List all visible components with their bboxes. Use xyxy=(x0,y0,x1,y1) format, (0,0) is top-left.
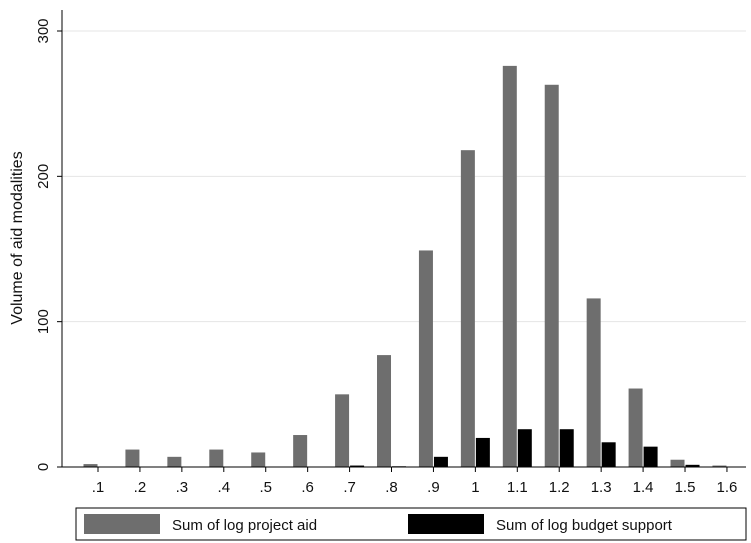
bars xyxy=(83,65,727,468)
bar-project-aid xyxy=(83,464,98,467)
grid-lines xyxy=(62,30,746,323)
bar-budget-support xyxy=(517,429,532,467)
axes xyxy=(61,10,746,468)
bar-project-aid xyxy=(209,449,224,467)
bar-project-aid xyxy=(670,459,685,467)
bar-project-aid xyxy=(544,84,559,468)
bar-budget-support xyxy=(601,442,616,467)
bar-project-aid xyxy=(377,355,392,467)
x-tick-label: .7 xyxy=(343,479,356,496)
x-tick-label: 1.5 xyxy=(675,479,696,496)
legend-label-project-aid: Sum of log project aid xyxy=(172,517,317,534)
x-tick-label: .6 xyxy=(301,479,314,496)
x-tick-label: .9 xyxy=(427,479,440,496)
bar-project-aid xyxy=(251,452,266,467)
y-tick-label: 200 xyxy=(35,164,52,189)
bar-project-aid xyxy=(712,465,727,467)
bar-budget-support xyxy=(475,437,490,467)
bar-budget-support xyxy=(433,456,448,467)
x-tick-label: .3 xyxy=(176,479,189,496)
y-axis-title: Volume of aid modalities xyxy=(9,151,26,324)
bar-project-aid xyxy=(502,65,517,467)
legend-label-budget-support: Sum of log budget support xyxy=(496,517,673,534)
x-tick-label: 1.2 xyxy=(549,479,570,496)
y-tick-label: 100 xyxy=(35,309,52,334)
x-tick-label: .2 xyxy=(134,479,147,496)
bar-project-aid xyxy=(125,449,140,467)
bar-budget-support xyxy=(350,465,365,467)
legend-swatch-budget-support xyxy=(408,514,484,534)
bar-project-aid xyxy=(335,394,350,467)
y-ticks: 0 100 200 300 xyxy=(35,18,62,471)
y-tick-label: 0 xyxy=(35,463,52,471)
bar-project-aid xyxy=(167,456,182,467)
bar-budget-support xyxy=(559,429,574,467)
bar-project-aid xyxy=(460,150,475,467)
legend: Sum of log project aid Sum of log budget… xyxy=(75,507,747,541)
bar-project-aid xyxy=(293,435,308,467)
x-tick-label: 1.1 xyxy=(507,479,528,496)
x-tick-label: .5 xyxy=(259,479,272,496)
bar-project-aid xyxy=(628,388,643,467)
x-tick-label: 1.6 xyxy=(717,479,738,496)
bar-project-aid xyxy=(418,250,433,467)
x-tick-label: .8 xyxy=(385,479,398,496)
x-tick-label: 1 xyxy=(471,479,479,496)
bar-budget-support xyxy=(643,446,658,467)
legend-swatch-project-aid xyxy=(84,514,160,534)
y-tick-label: 300 xyxy=(35,18,52,43)
x-ticks: .1 .2 .3 .4 .5 .6 .7 .8 .9 1 1.1 1.2 1.3 1.4 1.5 1.6 xyxy=(92,467,738,496)
x-tick-label: .4 xyxy=(218,479,231,496)
bar-project-aid xyxy=(586,298,601,467)
x-tick-label: .1 xyxy=(92,479,105,496)
bar-budget-support xyxy=(685,464,700,467)
x-tick-label: 1.3 xyxy=(591,479,612,496)
x-tick-label: 1.4 xyxy=(633,479,654,496)
